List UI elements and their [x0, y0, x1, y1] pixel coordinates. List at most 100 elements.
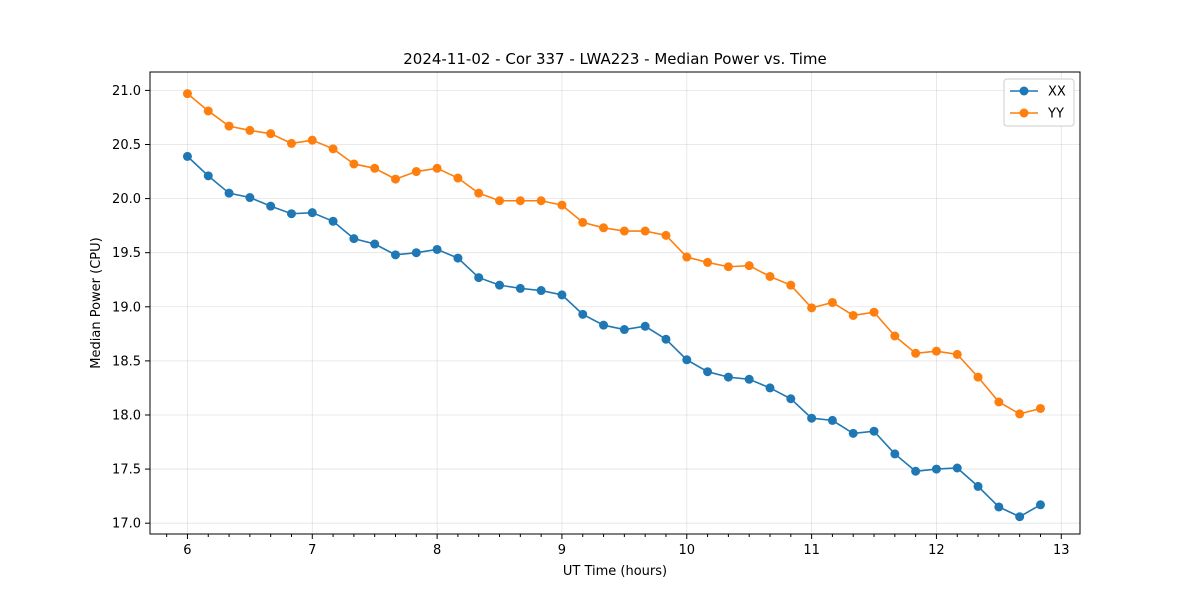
data-point-xx: [994, 502, 1004, 512]
data-point-yy: [1035, 403, 1045, 413]
data-point-xx: [307, 208, 317, 218]
y-tick-label: 17.0: [112, 517, 141, 532]
data-point-yy: [307, 135, 317, 145]
x-tick-label: 13: [1053, 543, 1070, 558]
data-point-xx: [848, 428, 858, 438]
data-point-xx: [557, 290, 567, 300]
data-point-yy: [682, 252, 692, 262]
data-point-xx: [1035, 500, 1045, 510]
data-point-yy: [869, 307, 879, 317]
data-point-xx: [432, 244, 442, 254]
data-point-xx: [703, 367, 713, 377]
data-point-xx: [328, 216, 338, 226]
data-point-xx: [807, 413, 817, 423]
data-point-yy: [1015, 409, 1025, 419]
legend-marker-xx: [1019, 86, 1029, 96]
x-tick-label: 6: [183, 543, 191, 558]
data-point-xx: [349, 234, 359, 244]
data-point-xx: [474, 273, 484, 283]
data-point-yy: [266, 129, 276, 139]
data-point-xx: [952, 463, 962, 473]
data-point-yy: [890, 331, 900, 341]
data-point-yy: [723, 262, 733, 272]
data-point-yy: [703, 257, 713, 267]
data-point-yy: [515, 196, 525, 206]
y-tick-label: 19.5: [112, 246, 141, 261]
data-point-yy: [952, 349, 962, 359]
data-point-xx: [203, 171, 213, 181]
data-point-yy: [765, 271, 775, 281]
data-point-xx: [640, 321, 650, 331]
legend-item-xx: XX: [1010, 85, 1066, 100]
data-point-xx: [1015, 512, 1025, 522]
y-tick-label: 18.0: [112, 408, 141, 423]
series-layer: [182, 89, 1045, 522]
data-point-xx: [723, 372, 733, 382]
x-tick-label: 10: [679, 543, 696, 558]
data-point-yy: [931, 346, 941, 356]
data-point-xx: [786, 394, 796, 404]
data-point-yy: [536, 196, 546, 206]
data-point-yy: [182, 89, 192, 99]
data-point-xx: [453, 253, 463, 263]
data-point-xx: [266, 201, 276, 211]
y-tick-label: 17.5: [112, 463, 141, 478]
data-point-yy: [474, 188, 484, 198]
x-tick-label: 11: [803, 543, 820, 558]
legend-items: XX YY: [1010, 85, 1066, 122]
data-point-yy: [640, 226, 650, 236]
data-point-yy: [349, 159, 359, 169]
legend-marker-yy: [1019, 108, 1029, 118]
y-tick-label: 19.0: [112, 300, 141, 315]
data-point-yy: [848, 310, 858, 320]
data-point-xx: [931, 464, 941, 474]
data-point-xx: [619, 325, 629, 335]
data-point-yy: [495, 196, 505, 206]
data-point-yy: [203, 106, 213, 116]
x-tick-label: 12: [928, 543, 945, 558]
legend-label-yy: YY: [1047, 107, 1064, 122]
data-point-yy: [432, 163, 442, 173]
data-point-yy: [286, 138, 296, 148]
legend-label-xx: XX: [1048, 85, 1066, 100]
data-point-xx: [411, 248, 421, 258]
data-point-xx: [890, 449, 900, 459]
data-point-xx: [869, 426, 879, 436]
data-point-yy: [661, 230, 671, 240]
data-point-xx: [370, 239, 380, 249]
x-tick-label: 8: [433, 543, 441, 558]
data-point-yy: [994, 397, 1004, 407]
data-point-xx: [245, 193, 255, 203]
data-point-yy: [411, 167, 421, 177]
y-tick-label: 20.0: [112, 192, 141, 207]
legend-item-yy: YY: [1010, 107, 1064, 122]
data-point-xx: [911, 466, 921, 476]
data-point-yy: [557, 200, 567, 210]
data-point-xx: [391, 250, 401, 260]
y-axis-label: Median Power (CPU): [89, 237, 104, 368]
plot-area-frame: [149, 71, 1081, 535]
data-point-yy: [391, 174, 401, 184]
data-point-yy: [973, 372, 983, 382]
y-tick-label: 18.5: [112, 354, 141, 369]
chart-title: 2024-11-02 - Cor 337 - LWA223 - Median P…: [403, 50, 827, 68]
data-point-xx: [661, 334, 671, 344]
data-point-yy: [744, 261, 754, 271]
data-point-xx: [827, 415, 837, 425]
data-point-yy: [807, 303, 817, 313]
data-point-yy: [453, 173, 463, 183]
data-point-yy: [619, 226, 629, 236]
y-tick-label: 21.0: [112, 84, 141, 99]
data-point-xx: [744, 374, 754, 384]
data-point-xx: [286, 209, 296, 219]
data-point-yy: [911, 348, 921, 358]
legend: XX YY: [1003, 78, 1075, 127]
y-tick-label: 20.5: [112, 138, 141, 153]
data-point-yy: [827, 297, 837, 307]
data-point-yy: [599, 223, 609, 233]
data-point-yy: [578, 217, 588, 227]
x-tick-label: 9: [558, 543, 566, 558]
